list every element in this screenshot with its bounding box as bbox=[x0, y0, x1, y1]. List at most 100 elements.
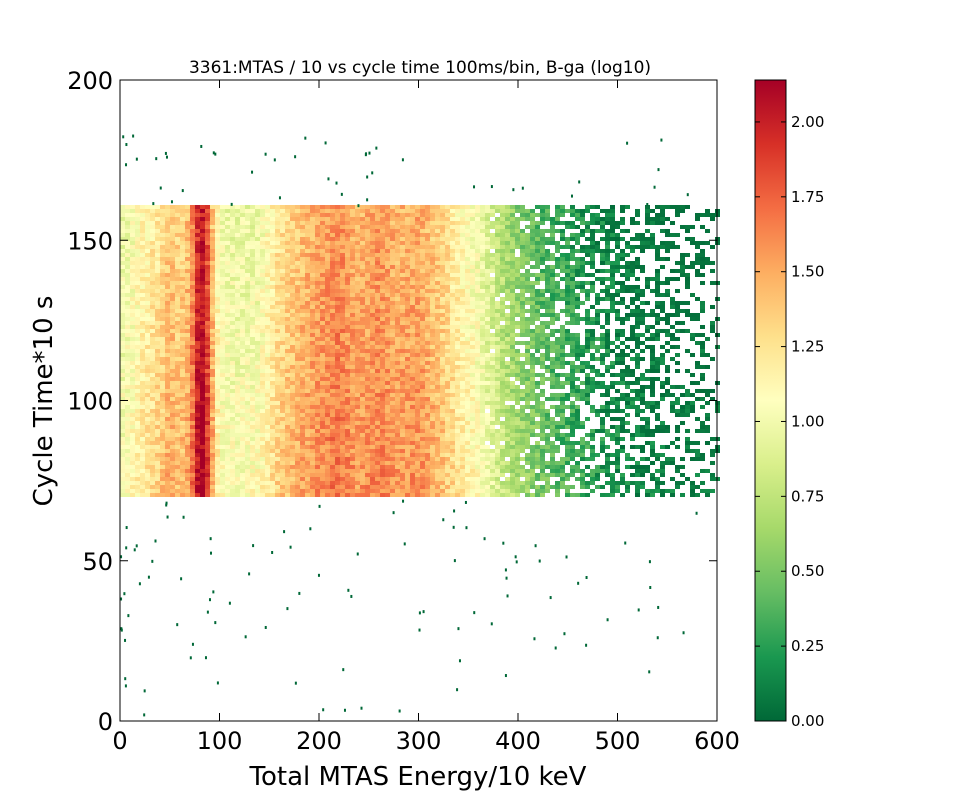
heatmap-cell bbox=[145, 324, 150, 329]
heatmap-cell bbox=[310, 264, 315, 269]
heatmap-cell bbox=[305, 448, 310, 453]
heatmap-cell bbox=[155, 488, 160, 493]
heatmap-cell bbox=[300, 352, 305, 357]
heatmap-cell bbox=[380, 304, 385, 309]
heatmap-cell bbox=[180, 384, 185, 389]
heatmap-cell bbox=[150, 268, 155, 273]
heatmap-cell bbox=[390, 260, 395, 265]
heatmap-cell bbox=[330, 308, 335, 313]
heatmap-cell bbox=[185, 292, 190, 297]
heatmap-cell bbox=[140, 304, 145, 309]
heatmap-cell bbox=[285, 268, 290, 273]
heatmap-cell bbox=[175, 436, 180, 441]
heatmap-cell bbox=[125, 444, 130, 449]
heatmap-cell bbox=[410, 372, 415, 377]
heatmap-cell bbox=[190, 280, 195, 285]
heatmap-cell bbox=[430, 492, 435, 497]
heatmap-cell bbox=[330, 488, 335, 493]
heatmap-cell bbox=[440, 304, 445, 309]
heatmap-cell bbox=[280, 392, 285, 397]
heatmap-cell bbox=[370, 360, 375, 365]
heatmap-cell bbox=[285, 204, 290, 209]
heatmap-cell bbox=[300, 420, 305, 425]
heatmap-cell bbox=[310, 204, 315, 209]
heatmap-cell bbox=[240, 332, 245, 337]
heatmap-cell bbox=[285, 384, 290, 389]
heatmap-cell bbox=[225, 252, 230, 257]
heatmap-cell bbox=[330, 356, 335, 361]
heatmap-cell bbox=[270, 280, 275, 285]
heatmap-cell bbox=[290, 444, 295, 449]
heatmap-cell bbox=[305, 380, 310, 385]
heatmap-cell bbox=[410, 268, 415, 273]
heatmap-cell bbox=[345, 204, 350, 209]
heatmap-cell bbox=[295, 328, 300, 333]
heatmap-cell bbox=[165, 340, 170, 345]
heatmap-cell bbox=[145, 344, 150, 349]
heatmap-cell bbox=[315, 488, 320, 493]
heatmap-cell bbox=[300, 312, 305, 317]
heatmap-cell bbox=[210, 432, 215, 437]
heatmap-cell bbox=[150, 384, 155, 389]
heatmap-cell bbox=[355, 308, 360, 313]
heatmap-cell bbox=[200, 424, 205, 429]
heatmap-cell bbox=[245, 392, 250, 397]
heatmap-cell bbox=[185, 276, 190, 281]
heatmap-cell bbox=[205, 308, 210, 313]
heatmap-cell bbox=[345, 404, 350, 409]
heatmap-cell bbox=[325, 268, 330, 273]
heatmap-cell bbox=[450, 256, 455, 261]
heatmap-cell bbox=[275, 304, 280, 309]
heatmap-cell bbox=[310, 412, 315, 417]
heatmap-cell bbox=[380, 388, 385, 393]
heatmap-cell bbox=[400, 268, 405, 273]
heatmap-cell bbox=[420, 384, 425, 389]
heatmap-cell bbox=[210, 268, 215, 273]
heatmap-cell bbox=[220, 384, 225, 389]
heatmap-cell bbox=[280, 204, 285, 209]
heatmap-cell bbox=[135, 336, 140, 341]
heatmap-cell bbox=[225, 324, 230, 329]
heatmap-cell bbox=[260, 336, 265, 341]
heatmap-cell bbox=[300, 456, 305, 461]
heatmap-cell bbox=[460, 292, 465, 297]
heatmap-cell bbox=[440, 416, 445, 421]
heatmap-cell bbox=[445, 456, 450, 461]
heatmap-cell bbox=[440, 404, 445, 409]
heatmap-cell bbox=[410, 408, 415, 413]
heatmap-cell bbox=[415, 356, 420, 361]
heatmap-cell bbox=[430, 352, 435, 357]
heatmap-cell bbox=[200, 224, 205, 229]
heatmap-cell bbox=[400, 452, 405, 457]
heatmap-cell bbox=[385, 416, 390, 421]
heatmap-cell bbox=[305, 228, 310, 233]
heatmap-cell bbox=[405, 240, 410, 245]
heatmap-cell bbox=[340, 464, 345, 469]
heatmap-cell bbox=[425, 312, 430, 317]
heatmap-cell bbox=[430, 312, 435, 317]
heatmap-cell bbox=[325, 272, 330, 277]
heatmap-cell bbox=[345, 368, 350, 373]
heatmap-cell bbox=[340, 356, 345, 361]
heatmap-cell bbox=[415, 244, 420, 249]
heatmap-cell bbox=[325, 328, 330, 333]
heatmap-cell bbox=[425, 272, 430, 277]
heatmap-cell bbox=[415, 400, 420, 405]
heatmap-cell bbox=[215, 336, 220, 341]
heatmap-cell bbox=[170, 404, 175, 409]
heatmap-cell bbox=[210, 436, 215, 441]
heatmap-cell bbox=[220, 488, 225, 493]
heatmap-cell bbox=[190, 364, 195, 369]
heatmap-cell bbox=[410, 212, 415, 217]
heatmap-cell bbox=[160, 404, 165, 409]
heatmap-cell bbox=[315, 392, 320, 397]
heatmap-cell bbox=[150, 460, 155, 465]
heatmap-cell bbox=[165, 236, 170, 241]
heatmap-cell bbox=[240, 324, 245, 329]
heatmap-cell bbox=[430, 344, 435, 349]
heatmap-cell bbox=[420, 228, 425, 233]
heatmap-cell bbox=[155, 348, 160, 353]
heatmap-cell bbox=[245, 228, 250, 233]
heatmap-cell bbox=[390, 252, 395, 257]
heatmap-cell bbox=[365, 248, 370, 253]
